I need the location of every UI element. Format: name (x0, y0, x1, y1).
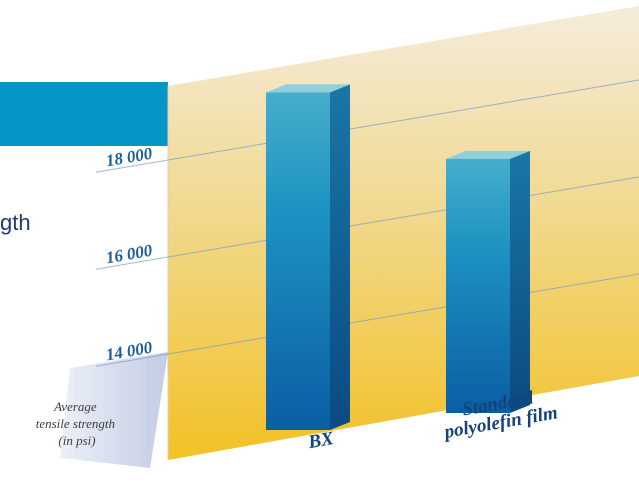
chart-floor (60, 352, 168, 468)
gridlines (95, 79, 639, 367)
bars (266, 84, 530, 430)
gridline (95, 176, 639, 270)
bar (266, 84, 350, 430)
y-axis-label-line-1: Average (53, 399, 97, 414)
category-label-line: BX (306, 428, 337, 453)
bar (446, 150, 530, 413)
bar-top (446, 150, 530, 159)
bar-side (330, 84, 350, 430)
y-axis-label-line-3: (in psi) (58, 433, 95, 448)
header-band (0, 82, 168, 146)
gridline (95, 79, 639, 173)
bar-top (266, 84, 350, 93)
header-partial-text: gth (0, 210, 31, 235)
bar-side (510, 150, 530, 413)
y-tick-label: 16 000 (104, 241, 154, 268)
y-axis-label-line-2: tensile strength (36, 416, 115, 431)
y-axis-label: Average tensile strength (in psi) (36, 399, 119, 448)
bar-front (266, 92, 330, 430)
bar-front (446, 158, 510, 413)
chart-wall (168, 6, 639, 460)
y-tick-label: 18 000 (104, 144, 154, 171)
category-label: BX (306, 428, 337, 453)
gridline (95, 273, 639, 367)
